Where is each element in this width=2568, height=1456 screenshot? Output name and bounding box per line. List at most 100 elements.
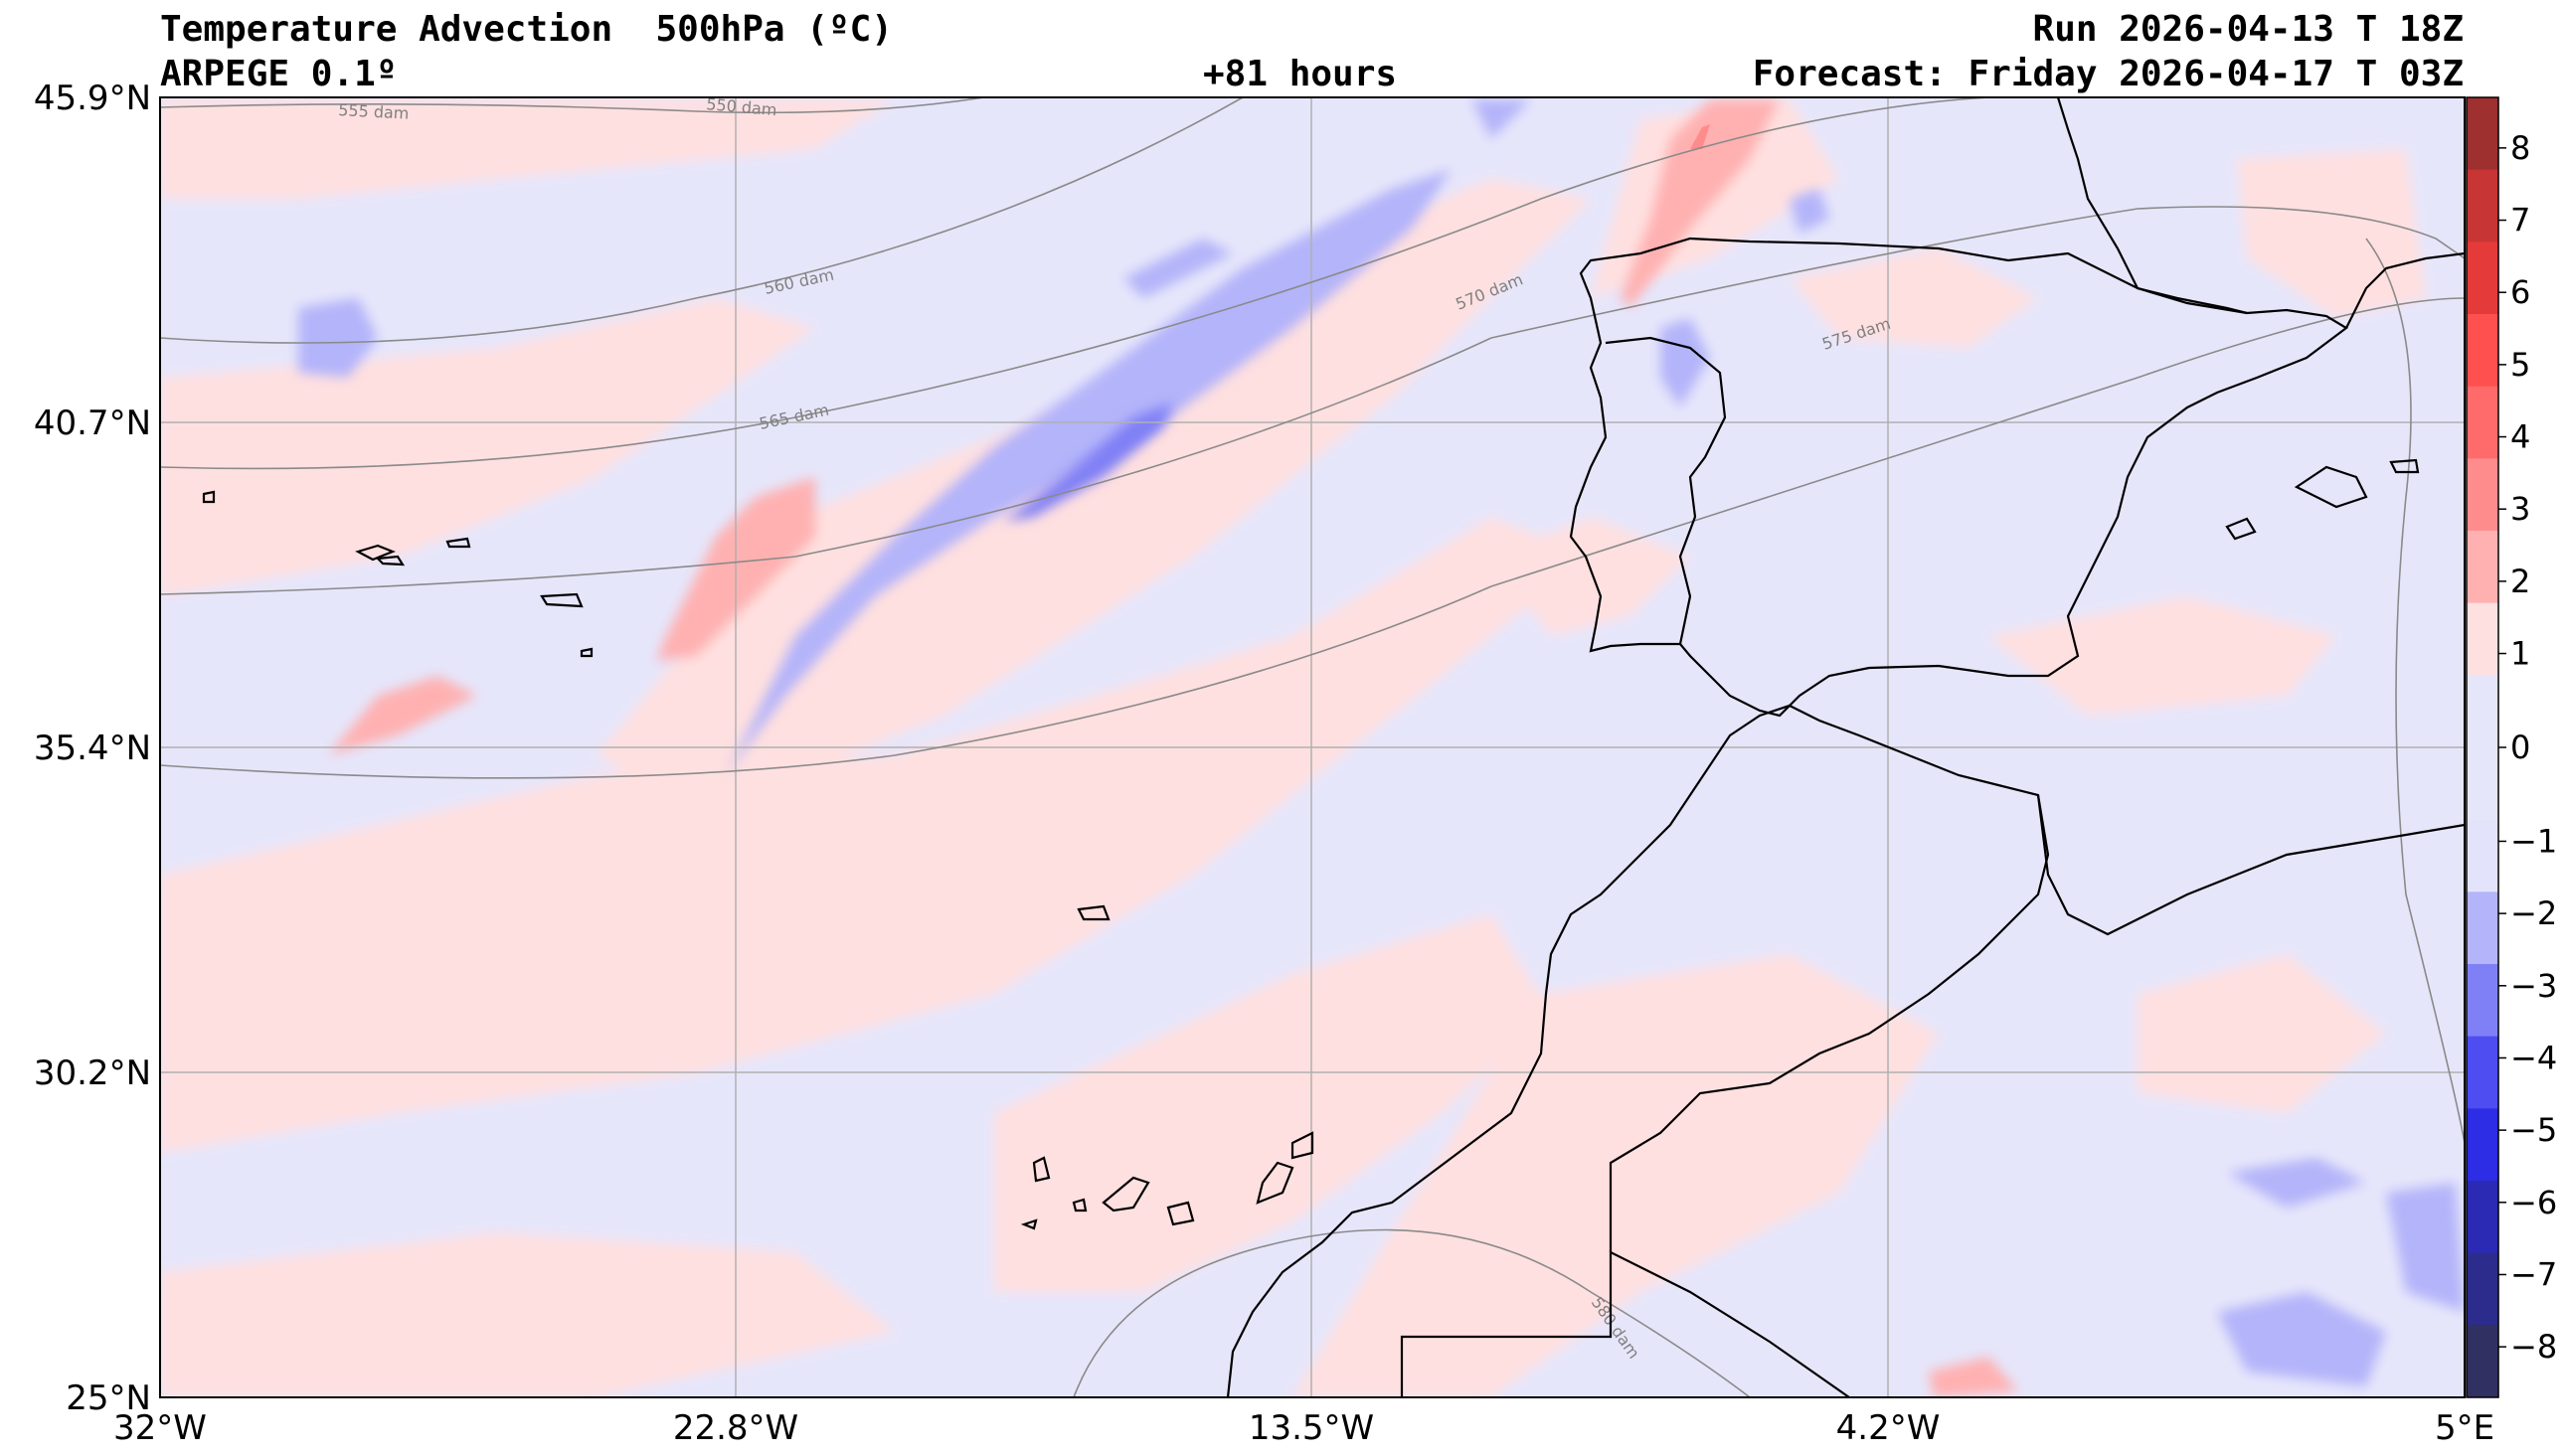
border-algeria-morocco [1609, 794, 2050, 1252]
coastline-africa [1226, 704, 2465, 1397]
lon-tick-label: 4.2°W [1836, 1408, 1941, 1448]
warm-band [1491, 517, 1690, 636]
border-western-sahara [1400, 1250, 1850, 1397]
cold-band [1660, 318, 1710, 407]
warm-core [1690, 124, 1710, 149]
lat-tick-label: 25°N [66, 1378, 151, 1418]
colorbar-swatch [2467, 531, 2498, 604]
warm-band [2138, 954, 2386, 1113]
island-ibiza [2225, 517, 2257, 541]
colorbar-tick-label: −6 [2510, 1184, 2557, 1221]
colorbar-swatch [2467, 314, 2498, 388]
lat-tick-label: 30.2°N [34, 1053, 151, 1093]
island-azores [540, 592, 584, 608]
colorbar-swatch [2467, 242, 2498, 315]
island-menorca [2389, 458, 2420, 474]
coastline-iberia [1569, 237, 2348, 718]
coastlines [202, 97, 2465, 1397]
colorbar-tick-label: −4 [2510, 1039, 2557, 1076]
model-label: ARPEGE 0.1º [160, 54, 398, 94]
island-madeira [1077, 904, 1111, 921]
colorbar-swatch [2467, 675, 2498, 821]
island-azores [355, 544, 396, 562]
lat-axis: 45.9°N 40.7°N 35.4°N 30.2°N 25°N [34, 79, 151, 1418]
colorbar-swatch [2467, 819, 2498, 892]
lon-tick-label: 22.8°W [673, 1408, 798, 1448]
geopotential-contours [160, 97, 2465, 1397]
lon-tick-label: 32°W [113, 1408, 207, 1448]
cold-band [298, 298, 378, 378]
colorbar-tick-label: −8 [2510, 1328, 2557, 1366]
island-canary [1020, 1218, 1038, 1230]
colorbar-tick-label: −3 [2510, 967, 2557, 1005]
coastline-france [2056, 97, 2139, 289]
island-canary [1032, 1156, 1051, 1183]
cold-band [1790, 189, 1829, 234]
island-azores [445, 537, 471, 549]
colorbar-tick-label: 2 [2510, 563, 2530, 600]
colorbar-tick-label: −7 [2510, 1255, 2557, 1293]
warm-band [1292, 954, 1939, 1397]
colorbar-tick-label: −5 [2510, 1111, 2557, 1149]
colorbar-tick-label: −1 [2510, 822, 2557, 860]
border-portugal [1605, 336, 1727, 645]
island-mallorca [2294, 465, 2368, 509]
colorbar-swatch [2467, 891, 2498, 965]
lon-axis: 32°W 22.8°W 13.5°W 4.2°W 5°E [113, 1408, 2494, 1448]
warm-band [597, 179, 1591, 815]
colorbar-tick-label: 0 [2510, 728, 2530, 766]
lat-tick-label: 35.4°N [34, 728, 151, 768]
cold-band [2217, 1292, 2386, 1386]
warm-band [160, 1232, 895, 1397]
warm-band [994, 914, 1551, 1292]
island-canary [1072, 1198, 1088, 1213]
map-frame [159, 96, 2466, 1398]
colorbar-swatch [2467, 964, 2498, 1038]
colorbar-swatch [2467, 1036, 2498, 1109]
warm-band [1988, 596, 2336, 716]
colorbar-tick-label: 3 [2510, 490, 2530, 528]
border-pyrenees [2137, 286, 2248, 315]
island-canary [1102, 1176, 1150, 1213]
colorbar-swatch [2467, 386, 2498, 459]
lon-tick-label: 5°E [2435, 1408, 2494, 1448]
cold-band [2227, 1158, 2366, 1208]
colorbar-swatch [2467, 1108, 2498, 1182]
warm-patch [1621, 99, 1780, 308]
chart-title: Temperature Advection 500hPa (ºC) [160, 9, 893, 50]
warm-patch [1929, 1357, 2018, 1397]
island-azores [580, 647, 594, 658]
colorbar-tick-label: 4 [2510, 418, 2530, 456]
run-label: Run 2026-04-13 T 18Z [2032, 9, 2464, 50]
colorbar-swatch [2467, 458, 2498, 532]
cold-band [1123, 239, 1233, 298]
cold-band [1471, 99, 1531, 139]
island-azores [375, 555, 406, 566]
cold-band [2386, 1183, 2465, 1312]
colorbar-tick-label: 5 [2510, 346, 2530, 384]
colorbar-swatch [2467, 169, 2498, 243]
colorbar-swatch [2467, 1325, 2498, 1398]
colorbar-tick-label: 6 [2510, 273, 2530, 311]
cold-band [726, 169, 1452, 775]
forecast-label: Forecast: Friday 2026-04-17 T 03Z [1752, 54, 2464, 94]
lat-tick-label: 40.7°N [34, 404, 151, 443]
colorbar: 8 7 6 5 4 3 2 1 0 −1 −2 −3 −4 −5 −6 −7 −8 [2466, 96, 2557, 1398]
colorbar-tick-label: 8 [2510, 129, 2530, 167]
lat-tick-label: 45.9°N [34, 79, 151, 118]
lon-tick-label: 13.5°W [1249, 1408, 1374, 1448]
warm-band [160, 517, 1591, 1153]
advection-field [160, 99, 2465, 1397]
island-canary [1256, 1161, 1294, 1205]
island-azores [202, 490, 216, 504]
island-canary [1166, 1201, 1195, 1226]
graticule [160, 97, 2465, 1397]
colorbar-swatch [2467, 1181, 2498, 1254]
warm-patch [328, 676, 477, 755]
warm-band [160, 99, 895, 199]
cold-core [1004, 403, 1173, 522]
colorbar-swatch [2467, 602, 2498, 676]
colorbar-swatch [2467, 97, 2498, 171]
island-canary [1290, 1131, 1314, 1160]
